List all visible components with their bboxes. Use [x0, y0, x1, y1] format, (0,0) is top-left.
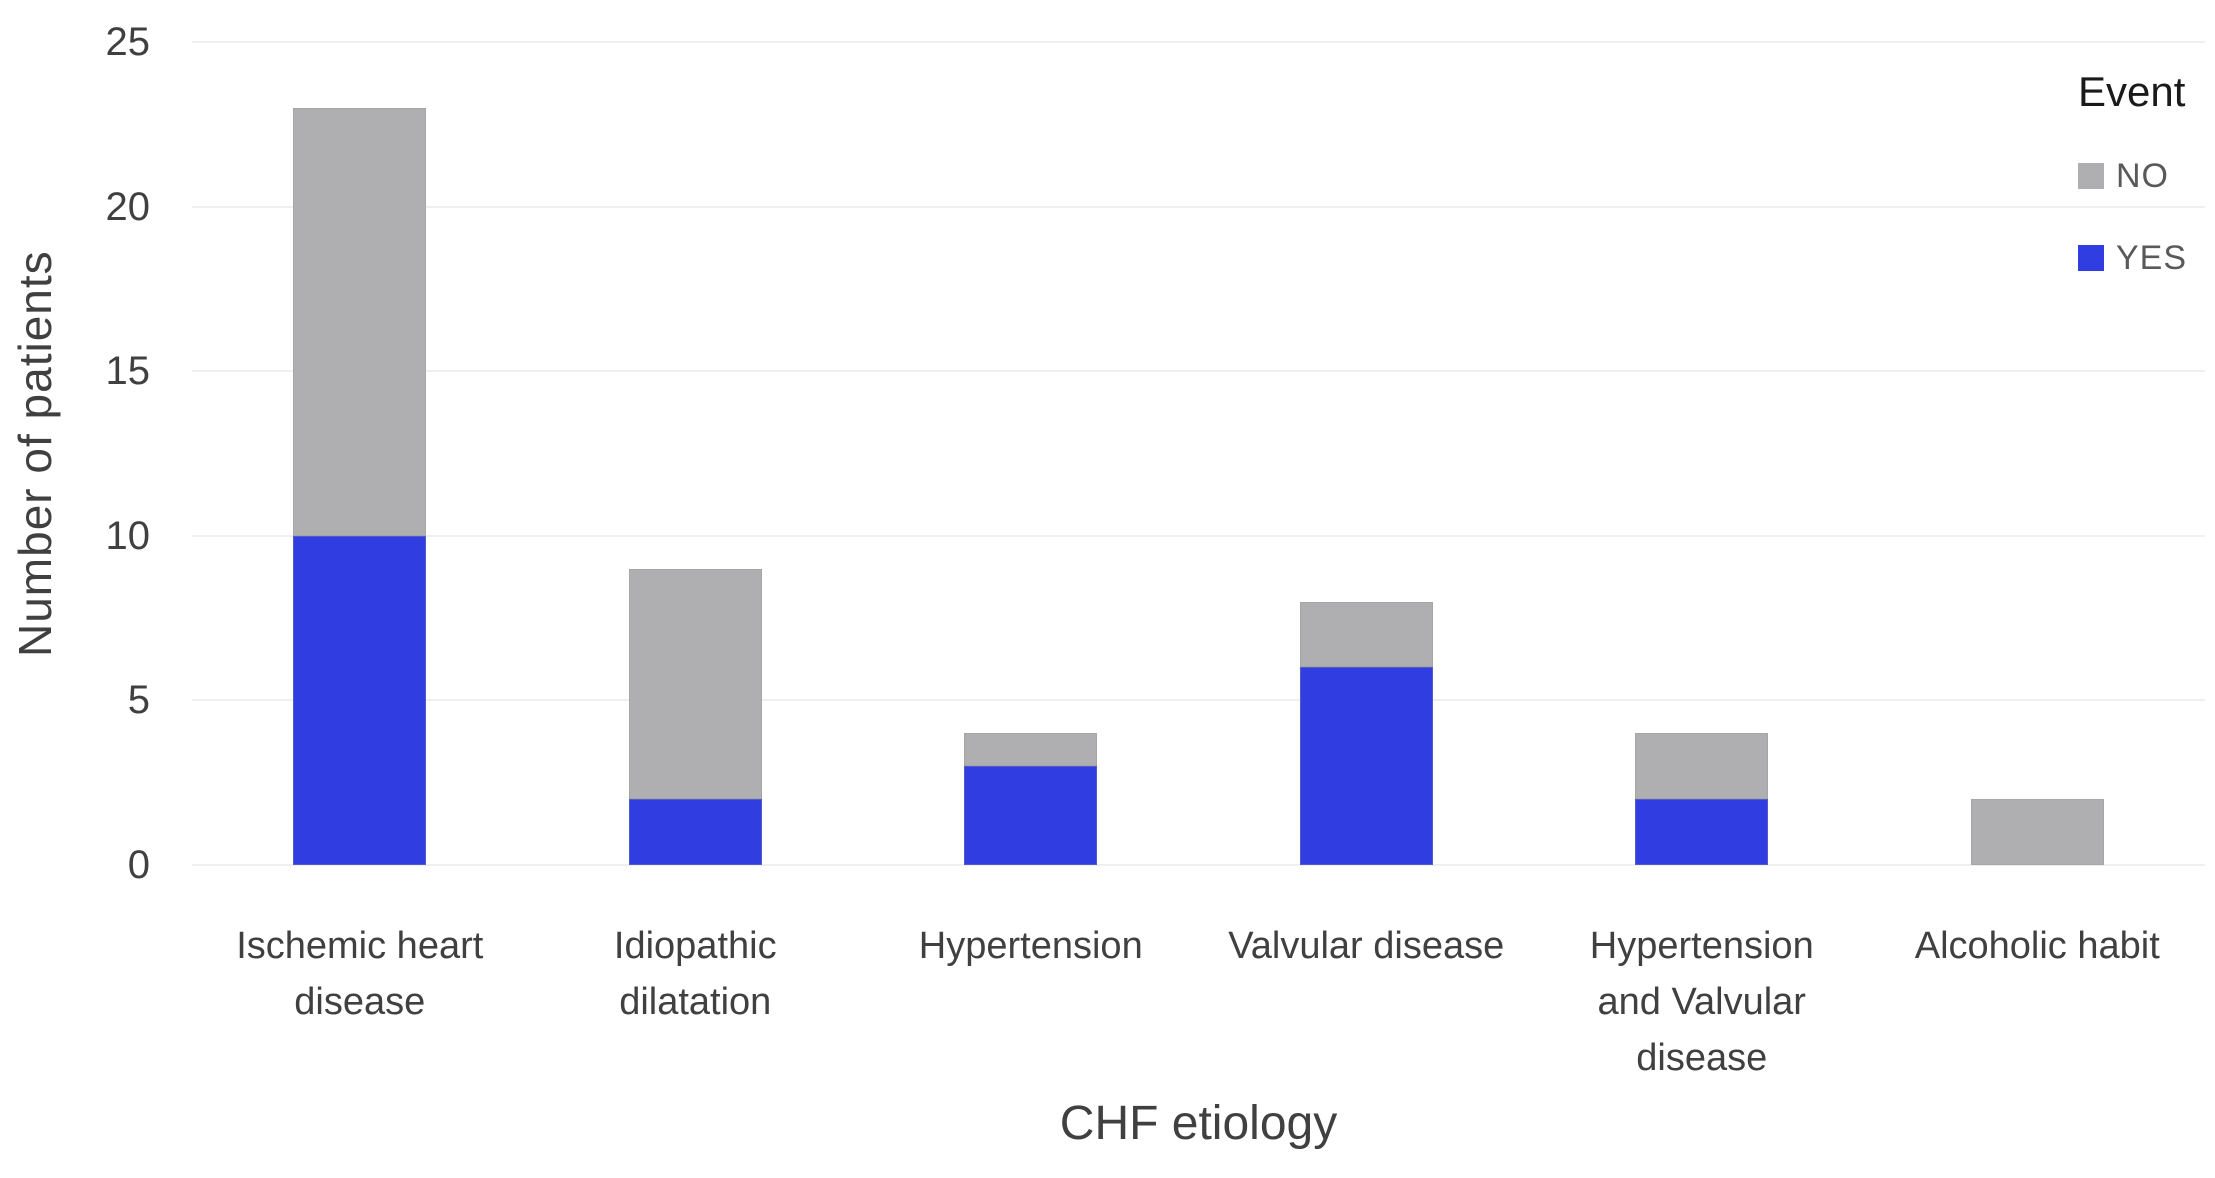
stacked-bar — [628, 568, 762, 865]
y-tick-label: 0 — [127, 843, 150, 887]
plot-area — [192, 41, 2205, 866]
y-tick-label: 10 — [105, 513, 151, 558]
bar-segment-no — [628, 568, 762, 800]
bar-segment-no — [293, 107, 427, 536]
legend-label-yes: YES — [2116, 238, 2188, 277]
bar-segment-no — [1970, 799, 2104, 865]
bar-slot — [528, 42, 864, 865]
bar-slot — [1199, 42, 1535, 865]
gridline — [192, 864, 2205, 866]
bar-slot — [1534, 42, 1870, 865]
y-tick-label: 20 — [105, 184, 151, 229]
category-label: Ischemic heart disease — [236, 925, 484, 1023]
x-axis-title: CHF etiology — [1059, 1097, 1338, 1150]
legend-title: Event — [2078, 68, 2186, 115]
legend-label-no: NO — [2116, 156, 2169, 195]
bar-segment-yes — [1299, 667, 1433, 865]
y-tick-label: 5 — [127, 678, 150, 723]
bar-segment-yes — [964, 766, 1098, 865]
category-label: Valvular disease — [1228, 925, 1505, 967]
stacked-bar — [1970, 799, 2104, 865]
bar-segment-no — [1635, 733, 1769, 800]
bar-slot — [863, 42, 1199, 865]
bar-segment-yes — [628, 799, 762, 865]
category-label: Hypertension and Valvular disease — [1589, 925, 1814, 1079]
category-label: Hypertension — [918, 925, 1143, 967]
gridline — [192, 699, 2205, 702]
y-tick-label: 25 — [105, 20, 151, 64]
bar-slot — [192, 42, 528, 865]
category-label: Idiopathic dilatation — [613, 925, 777, 1023]
gridline — [192, 534, 2205, 537]
bar-slot — [1870, 42, 2206, 865]
bar-segment-yes — [293, 535, 427, 865]
category-label: Alcoholic habit — [1914, 925, 2160, 967]
y-tick-label: 15 — [105, 349, 151, 394]
bar-segment-no — [964, 733, 1098, 767]
stacked-bar — [964, 733, 1098, 865]
legend: Event NO YES — [2078, 66, 2214, 320]
legend-swatch-yes — [2078, 245, 2104, 271]
bar-segment-yes — [1635, 799, 1769, 865]
bar-segment-no — [1299, 601, 1433, 668]
gridline — [192, 41, 2205, 43]
gridline — [192, 370, 2205, 373]
legend-swatch-no — [2078, 163, 2104, 189]
x-axis-category-labels: Ischemic heart disease Idiopathic dilata… — [192, 918, 2205, 1086]
gridline — [192, 205, 2205, 208]
bars-container — [192, 42, 2205, 865]
stacked-bar — [1299, 601, 1433, 865]
stacked-bar — [1635, 733, 1769, 865]
legend-entry-no: NO — [2078, 156, 2214, 196]
stacked-bar — [293, 107, 427, 865]
y-axis-tick-labels: 0 5 10 15 20 25 — [40, 22, 151, 885]
legend-entry-yes: YES — [2078, 238, 2214, 278]
